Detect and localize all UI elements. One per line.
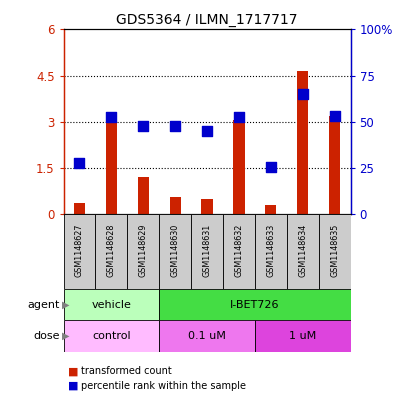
- Bar: [63, 289, 159, 320]
- Point: [330, 112, 337, 119]
- Point: [267, 163, 274, 170]
- Bar: [191, 214, 222, 289]
- Text: control: control: [92, 331, 130, 341]
- Bar: [318, 214, 350, 289]
- Text: I-BET726: I-BET726: [229, 299, 279, 310]
- Text: GSM1148627: GSM1148627: [75, 223, 84, 277]
- Text: agent: agent: [27, 299, 59, 310]
- Bar: [201, 199, 212, 214]
- Bar: [297, 71, 308, 214]
- Bar: [159, 289, 350, 320]
- Bar: [63, 320, 159, 352]
- Point: [299, 91, 305, 97]
- Bar: [286, 214, 318, 289]
- Bar: [95, 214, 127, 289]
- Text: dose: dose: [33, 331, 59, 341]
- Bar: [159, 320, 254, 352]
- Bar: [137, 177, 148, 214]
- Bar: [222, 214, 254, 289]
- Text: GSM1148635: GSM1148635: [329, 223, 338, 277]
- Bar: [265, 205, 276, 214]
- Text: GSM1148634: GSM1148634: [297, 223, 306, 277]
- Text: percentile rank within the sample: percentile rank within the sample: [81, 381, 245, 391]
- Text: transformed count: transformed count: [81, 366, 171, 376]
- Point: [235, 114, 242, 120]
- Bar: [74, 204, 85, 214]
- Text: ▶: ▶: [61, 331, 69, 341]
- Point: [171, 123, 178, 130]
- Bar: [159, 214, 191, 289]
- Text: ■: ■: [67, 381, 78, 391]
- Bar: [63, 214, 95, 289]
- Point: [203, 128, 210, 134]
- Point: [139, 123, 146, 130]
- Point: [108, 114, 115, 120]
- Bar: [233, 120, 244, 214]
- Text: GSM1148630: GSM1148630: [170, 223, 179, 277]
- Text: GSM1148628: GSM1148628: [107, 223, 116, 277]
- Text: ■: ■: [67, 366, 78, 376]
- Text: GSM1148632: GSM1148632: [234, 223, 243, 277]
- Title: GDS5364 / ILMN_1717717: GDS5364 / ILMN_1717717: [116, 13, 297, 27]
- Point: [76, 160, 83, 167]
- Bar: [328, 116, 339, 214]
- Bar: [127, 214, 159, 289]
- Text: 1 uM: 1 uM: [288, 331, 316, 341]
- Bar: [254, 320, 350, 352]
- Text: GSM1148629: GSM1148629: [138, 223, 147, 277]
- Bar: [106, 122, 117, 214]
- Text: GSM1148633: GSM1148633: [266, 223, 275, 277]
- Bar: [254, 214, 286, 289]
- Bar: [169, 197, 180, 214]
- Text: ▶: ▶: [61, 299, 69, 310]
- Text: vehicle: vehicle: [91, 299, 131, 310]
- Text: 0.1 uM: 0.1 uM: [188, 331, 225, 341]
- Text: GSM1148631: GSM1148631: [202, 223, 211, 277]
